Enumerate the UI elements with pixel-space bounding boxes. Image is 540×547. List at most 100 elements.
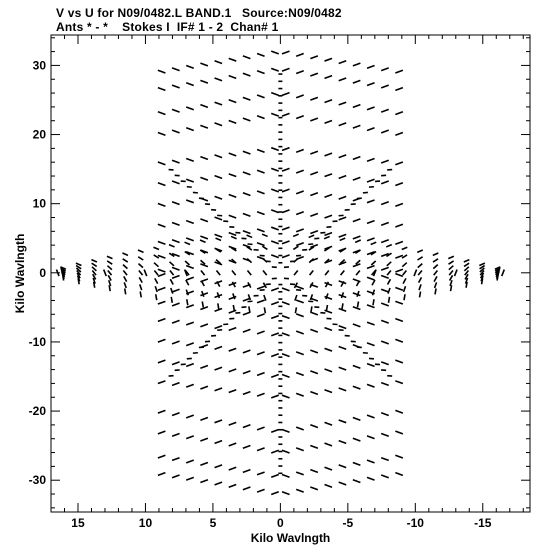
uv-dash: [157, 409, 166, 414]
uv-dash: [463, 266, 470, 272]
uv-dash: [352, 461, 361, 466]
uv-dash: [403, 294, 406, 301]
uv-dash: [242, 96, 251, 101]
uv-dash: [228, 466, 237, 471]
uv-dash: [200, 269, 206, 276]
uv-dash: [169, 278, 174, 285]
uv-dash: [324, 57, 333, 62]
uv-dash: [281, 112, 290, 117]
uv-dash: [153, 246, 160, 251]
uv-dash: [380, 84, 389, 89]
uv-dash: [171, 288, 180, 293]
uv-dash: [242, 230, 251, 235]
uv-dash: [310, 96, 319, 101]
uv-dash: [92, 273, 97, 280]
uv-dash: [293, 269, 299, 276]
uv-dash: [395, 409, 404, 414]
uv-dash: [310, 306, 313, 313]
uv-dash: [380, 302, 389, 307]
uv-dash: [228, 57, 237, 62]
uv-dash: [185, 126, 195, 132]
uv-dash: [270, 314, 280, 320]
uv-dash: [270, 240, 280, 245]
uv-dash: [242, 243, 251, 249]
uv-dash: [215, 269, 221, 276]
uv-dash: [366, 82, 375, 87]
uv-dash: [171, 266, 180, 271]
uv-dash: [338, 464, 347, 469]
uv-dash: [324, 421, 333, 426]
uv-dash: [270, 301, 280, 306]
uv-dash: [157, 182, 166, 187]
uv-dash: [184, 241, 191, 246]
uv-dash: [157, 380, 166, 385]
uv-dash: [153, 262, 160, 268]
uv-dash: [171, 180, 180, 185]
plot-frame: [50, 34, 531, 513]
uv-dash: [310, 117, 319, 122]
chart-subtitle: Ants * - * Stokes I IF# 1 - 2 Chan# 1: [56, 20, 279, 34]
uv-dash: [281, 146, 290, 152]
uv-dash: [418, 291, 422, 298]
uv-dash: [91, 258, 98, 263]
uv-dash: [231, 258, 237, 264]
uv-dash: [228, 326, 237, 332]
uv-dash: [386, 269, 392, 276]
uv-dash: [310, 192, 319, 197]
uv-dash: [185, 157, 195, 162]
uv-dash: [295, 228, 304, 233]
uv-dash: [281, 352, 290, 358]
uv-dash: [215, 259, 222, 265]
uv-dash: [401, 262, 408, 268]
uv-dash: [386, 252, 392, 258]
uv-dash: [171, 129, 180, 134]
uv-dash: [338, 439, 347, 445]
uv-dash: [338, 366, 347, 371]
uv-dash: [270, 373, 280, 378]
uv-dash: [371, 279, 376, 286]
uv-dash: [413, 269, 418, 277]
uv-dash: [185, 299, 189, 306]
uv-dash: [270, 91, 280, 97]
uv-dash: [380, 361, 389, 366]
uv-dash: [108, 285, 111, 292]
uv-dash: [395, 359, 404, 364]
uv-dash: [387, 287, 391, 294]
uv-dash: [310, 212, 319, 217]
uv-dash: [324, 281, 333, 287]
uv-dash: [324, 466, 333, 471]
uv-dash: [157, 300, 166, 305]
uv-dash: [214, 325, 223, 330]
uv-dash: [380, 288, 389, 293]
uv-dash: [230, 247, 237, 252]
uv-dash: [372, 299, 375, 306]
uv-dash: [228, 347, 237, 352]
uv-dash: [479, 269, 485, 276]
uv-dash: [270, 188, 280, 193]
uv-dash: [246, 258, 253, 264]
uv-dash: [432, 258, 439, 263]
uv-dash: [75, 262, 82, 267]
uv-dash: [214, 439, 223, 445]
uv-dash: [171, 412, 180, 417]
uv-dash: [464, 269, 470, 276]
uv-dash: [91, 262, 98, 268]
uv-dash: [464, 273, 469, 280]
uv-dash: [448, 260, 455, 265]
uv-dash: [262, 282, 268, 289]
uv-dash: [185, 476, 195, 481]
uv-dash: [214, 233, 223, 238]
uv-dash: [185, 178, 195, 183]
uv-dash: [123, 288, 127, 295]
uv-dash: [295, 70, 304, 75]
uv-dash: [338, 325, 347, 330]
uv-dash: [122, 252, 129, 257]
uv-dash: [281, 314, 290, 320]
uv-dash: [395, 131, 404, 137]
uv-dash: [185, 459, 195, 464]
uv-dash: [292, 233, 299, 238]
y-tick-label: -10: [29, 335, 47, 349]
uv-dash: [463, 262, 470, 268]
uv-dash: [380, 266, 389, 271]
